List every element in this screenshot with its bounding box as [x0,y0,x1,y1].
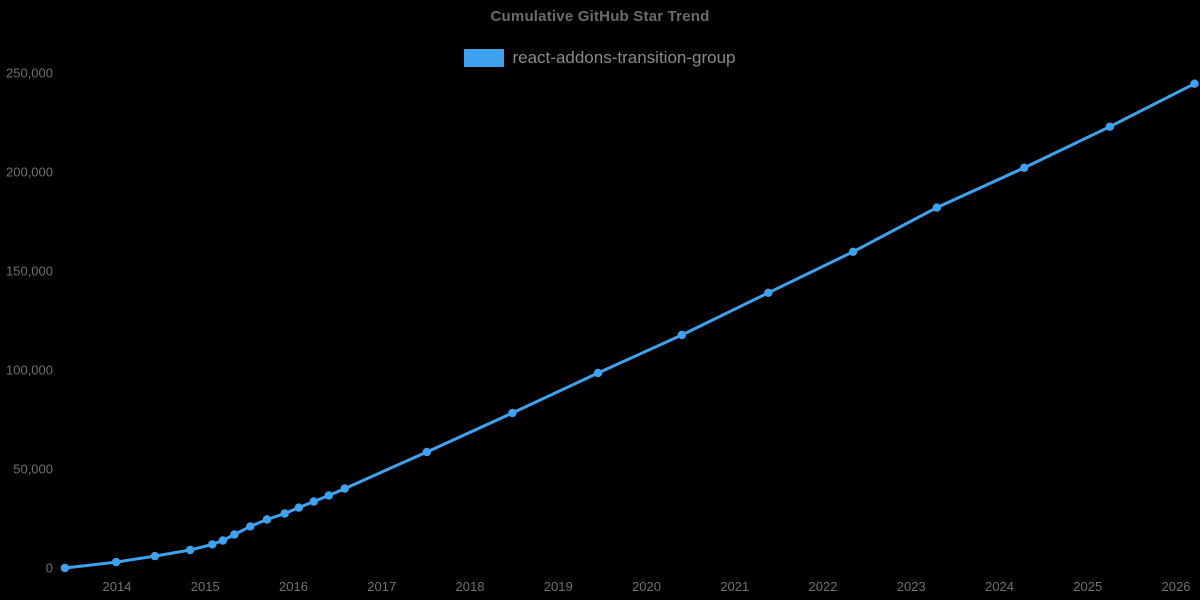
x-axis-tick-label: 2023 [897,579,926,594]
data-point-marker[interactable] [230,530,239,539]
data-point-marker[interactable] [593,368,603,378]
chart-title: Cumulative GitHub Star Trend [490,8,710,25]
x-axis-tick-label: 2025 [1073,579,1102,594]
data-point-marker[interactable] [422,447,431,457]
legend-item[interactable]: react-addons-transition-group [0,48,1200,68]
y-axis-tick-label: 0 [46,561,53,576]
x-axis-tick-label: 2015 [191,579,220,594]
y-axis-tick-label: 100,000 [6,363,53,378]
data-point-marker[interactable] [150,551,160,561]
y-axis-tick-label: 250,000 [6,66,53,81]
data-point-marker[interactable] [280,509,289,518]
y-axis-tick-label: 50,000 [13,462,53,477]
trend-line [63,82,1196,570]
x-axis-tick-label: 2017 [367,579,396,594]
x-axis-tick-label: 2019 [544,579,573,594]
data-point-marker[interactable] [309,497,318,506]
data-point-marker[interactable] [1019,163,1029,172]
data-point-marker[interactable] [111,557,121,567]
data-point-marker[interactable] [677,330,686,340]
legend-swatch-icon [464,49,505,67]
x-axis-tick-label: 2020 [632,579,661,594]
data-point-marker[interactable] [848,247,858,256]
y-axis-tick-label: 150,000 [6,264,53,279]
data-point-marker[interactable] [1190,79,1199,88]
y-axis-tick-label: 200,000 [6,165,53,180]
data-point-marker[interactable] [246,522,255,531]
data-point-marker[interactable] [1105,122,1115,131]
data-point-marker[interactable] [294,503,303,512]
data-point-marker[interactable] [508,408,517,418]
x-axis-tick-label: 2024 [985,579,1014,594]
x-axis-tick-label: 2018 [456,579,485,594]
data-point-marker[interactable] [60,563,70,573]
data-point-marker[interactable] [262,515,272,524]
x-axis-tick-label: 2022 [809,579,838,594]
data-point-marker[interactable] [208,540,217,549]
data-point-marker[interactable] [340,484,349,493]
legend-label: react-addons-transition-group [512,48,736,67]
x-axis-tick-label: 2026 [1162,579,1191,594]
x-axis-tick-label: 2021 [720,579,749,594]
data-point-marker[interactable] [186,545,195,555]
data-point-marker[interactable] [324,491,333,500]
data-point-marker[interactable] [932,203,941,212]
x-axis-tick-label: 2014 [103,579,132,594]
data-point-marker[interactable] [764,288,773,297]
data-point-marker[interactable] [218,536,228,545]
x-axis-tick-label: 2016 [279,579,308,594]
